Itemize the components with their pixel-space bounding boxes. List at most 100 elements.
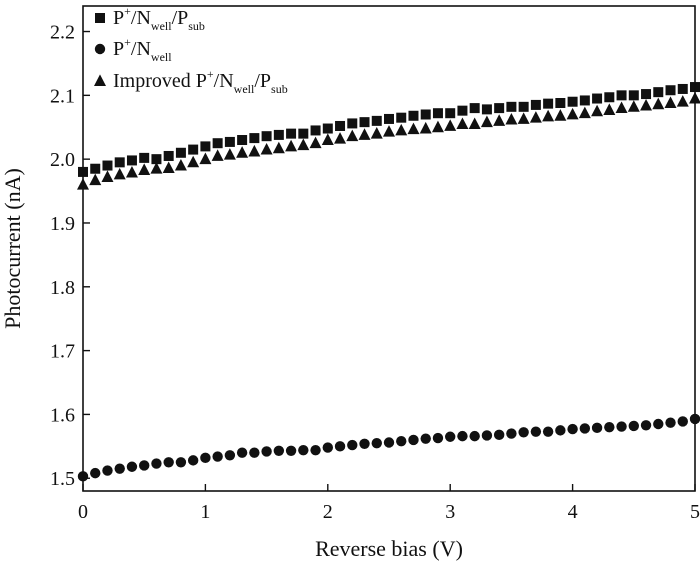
data-point <box>310 125 321 136</box>
data-point <box>567 423 578 435</box>
data-point <box>432 108 443 119</box>
x-tick-label: 0 <box>78 501 88 523</box>
data-point <box>139 460 150 471</box>
data-point <box>481 430 493 441</box>
data-point <box>469 103 480 114</box>
data-point <box>578 106 591 119</box>
data-point <box>236 447 248 458</box>
data-point <box>640 420 652 431</box>
x-axis: 0 1 2 3 4 5 <box>78 484 700 523</box>
data-point <box>163 150 174 161</box>
legend-label-part: Improved P <box>113 70 207 92</box>
data-point <box>150 162 163 174</box>
legend-marker <box>94 43 106 55</box>
data-point <box>431 120 444 133</box>
data-point <box>114 157 125 168</box>
data-point <box>298 128 309 139</box>
data-point <box>432 432 444 444</box>
data-point <box>286 128 297 139</box>
x-tick-label: 5 <box>690 501 700 523</box>
data-point <box>151 458 162 469</box>
legend-label-part: /N <box>131 7 151 29</box>
legend-item: Improved P+/Nwell/Psub <box>94 67 288 96</box>
data-point <box>151 154 162 165</box>
data-point <box>493 429 505 441</box>
data-point <box>211 149 224 161</box>
x-axis-title: Reverse bias (V) <box>315 536 463 561</box>
data-point <box>530 426 542 437</box>
data-point <box>641 89 652 100</box>
data-point <box>335 120 346 131</box>
data-point <box>334 441 346 452</box>
data-point <box>480 115 493 128</box>
y-tick-label: 1.7 <box>50 341 75 363</box>
data-point <box>604 92 615 103</box>
data-point <box>175 147 186 158</box>
legend-label-part: P <box>113 38 124 60</box>
series-square <box>78 82 700 177</box>
data-point <box>543 98 554 109</box>
data-point <box>358 128 371 140</box>
data-point <box>653 87 664 98</box>
data-point <box>249 447 260 458</box>
data-point <box>163 457 174 468</box>
data-point <box>126 461 138 472</box>
data-point <box>384 113 394 124</box>
data-point <box>444 119 457 131</box>
data-point <box>566 107 579 120</box>
data-point <box>542 426 554 437</box>
data-point <box>640 98 653 111</box>
data-point <box>139 152 150 163</box>
y-axis: 1.5 1.6 1.7 1.8 1.9 2.0 2.1 2.2 <box>50 22 90 490</box>
data-point <box>408 110 419 121</box>
data-point <box>113 167 126 180</box>
data-point <box>665 417 676 428</box>
data-point <box>334 132 347 144</box>
legend-marker <box>94 74 106 86</box>
data-point <box>309 136 322 149</box>
data-point <box>125 165 138 178</box>
data-point <box>506 101 517 112</box>
legend-label: P+/Nwell/Psub <box>113 4 205 33</box>
legend-label-part: + <box>124 4 131 18</box>
data-point <box>604 421 615 433</box>
data-point <box>138 163 151 175</box>
data-point <box>261 131 272 142</box>
data-point <box>555 98 566 108</box>
data-point <box>223 148 236 160</box>
data-point <box>359 438 370 449</box>
data-point <box>310 444 321 456</box>
legend-label-part: sub <box>271 82 288 96</box>
data-point <box>261 446 272 457</box>
data-point <box>90 163 101 174</box>
y-tick-label: 1.9 <box>50 213 75 235</box>
data-point <box>200 141 211 152</box>
data-point <box>457 105 468 116</box>
data-point <box>174 158 187 171</box>
data-point <box>554 109 567 121</box>
data-point <box>114 463 125 474</box>
data-point <box>188 144 199 155</box>
legend-item: P+/Nwell/Psub <box>95 4 205 33</box>
data-point <box>517 112 530 124</box>
data-point <box>370 127 383 139</box>
data-point <box>187 155 200 168</box>
data-point <box>260 142 273 155</box>
x-tick-label: 3 <box>445 501 455 523</box>
data-point <box>212 138 223 149</box>
data-point <box>383 437 395 448</box>
legend-label-part: well <box>151 19 172 33</box>
x-tick-label: 1 <box>200 501 210 523</box>
data-point <box>468 117 481 130</box>
data-point <box>591 422 603 434</box>
data-point <box>126 155 137 166</box>
data-point <box>200 452 211 464</box>
data-point <box>616 90 627 101</box>
data-point <box>162 161 175 174</box>
legend-label-part: + <box>207 67 214 81</box>
data-point <box>603 103 616 115</box>
data-point <box>396 112 407 123</box>
data-point <box>102 465 113 476</box>
data-point <box>371 437 382 449</box>
data-point <box>346 129 359 142</box>
